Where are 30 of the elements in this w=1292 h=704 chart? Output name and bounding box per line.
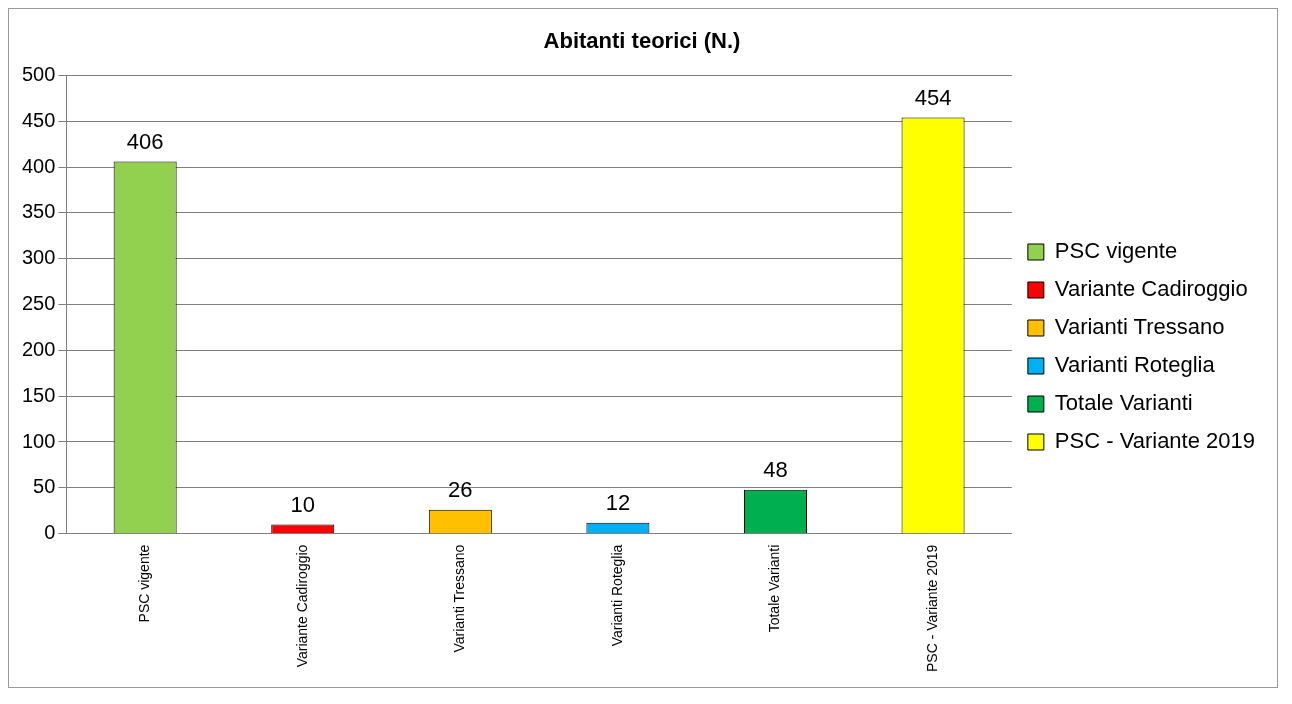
y-tick-label: 100 (21, 429, 56, 452)
y-tick-label: 50 (33, 475, 56, 498)
y-tick-label: 200 (21, 337, 56, 360)
data-label: 10 (290, 491, 315, 517)
legend-label: PSC - Variante 2019 (1054, 428, 1256, 454)
chart-title: Abitanti teorici (N.) (543, 28, 741, 54)
y-tick-label: 400 (21, 154, 56, 177)
y-tick-label: 300 (21, 246, 56, 269)
x-tick-label: PSC vigente (136, 544, 153, 623)
data-label: 26 (448, 476, 473, 502)
x-tick-label: Varianti Tressano (451, 544, 468, 653)
x-tick-label: PSC - Variante 2019 (923, 544, 940, 673)
x-tick-label: Variante Cadiroggio (293, 544, 310, 668)
legend-label: PSC vigente (1054, 238, 1178, 264)
data-label: 12 (605, 489, 631, 515)
legend-label: Varianti Roteglia (1054, 352, 1216, 378)
data-label: 406 (126, 128, 164, 154)
y-tick-label: 150 (21, 383, 56, 406)
legend-label: Totale Varianti (1054, 390, 1193, 416)
legend-label: Variante Cadiroggio (1054, 276, 1248, 302)
legend-label: Varianti Tressano (1054, 314, 1225, 340)
y-tick-label: 0 (44, 521, 56, 544)
y-tick-label: 500 (21, 62, 56, 85)
x-tick-label: Varianti Roteglia (608, 544, 625, 647)
y-tick-label: 450 (21, 108, 56, 131)
y-tick-label: 250 (21, 292, 56, 315)
y-tick-label: 350 (21, 200, 56, 223)
data-label: 48 (763, 456, 788, 482)
data-label: 454 (914, 84, 952, 110)
x-tick-label: Totale Varianti (766, 544, 783, 633)
